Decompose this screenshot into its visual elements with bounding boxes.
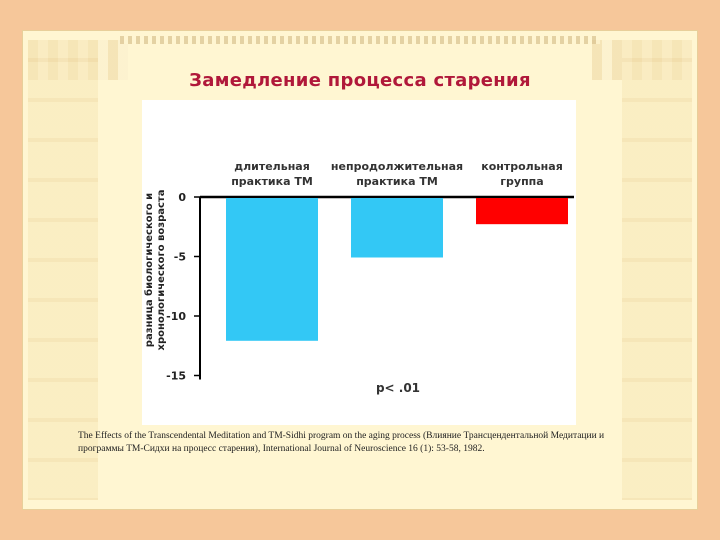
ornament-pillar-right [622, 40, 692, 500]
bar-0 [226, 198, 318, 341]
bar-2 [476, 198, 568, 225]
significance-annotation: p< .01 [376, 381, 420, 395]
category-label-1-1: практика ТМ [356, 175, 438, 188]
ornament-pillar-left [28, 40, 98, 500]
y-tick-label-0: 0 [178, 191, 186, 204]
slide-title: Замедление процесса старения [189, 70, 531, 91]
bar-1 [351, 198, 443, 258]
category-label-1-0: непродолжительная [331, 160, 463, 173]
y-tick-label-2: -10 [166, 310, 186, 323]
y-tick-label-3: -15 [166, 370, 186, 383]
y-tick-label-1: -5 [174, 251, 186, 264]
y-axis-label-line-1: хронологического возраста [156, 190, 167, 351]
y-axis-label-line-0: разница биологического и [143, 193, 155, 347]
category-label-2-1: группа [500, 175, 543, 188]
citation-text: The Effects of the Transcendental Medita… [78, 431, 605, 454]
category-label-0-1: практика ТМ [231, 175, 313, 188]
chart-svg: 0 -5 -10 -15 разница биологического и хроноло… [143, 160, 574, 395]
chart: 0 -5 -10 -15 разница биологического и хроноло… [142, 100, 576, 425]
category-label-0-0: длительная [234, 160, 310, 173]
category-label-2-0: контрольная [481, 160, 563, 173]
ornament-top-strip [120, 36, 600, 44]
